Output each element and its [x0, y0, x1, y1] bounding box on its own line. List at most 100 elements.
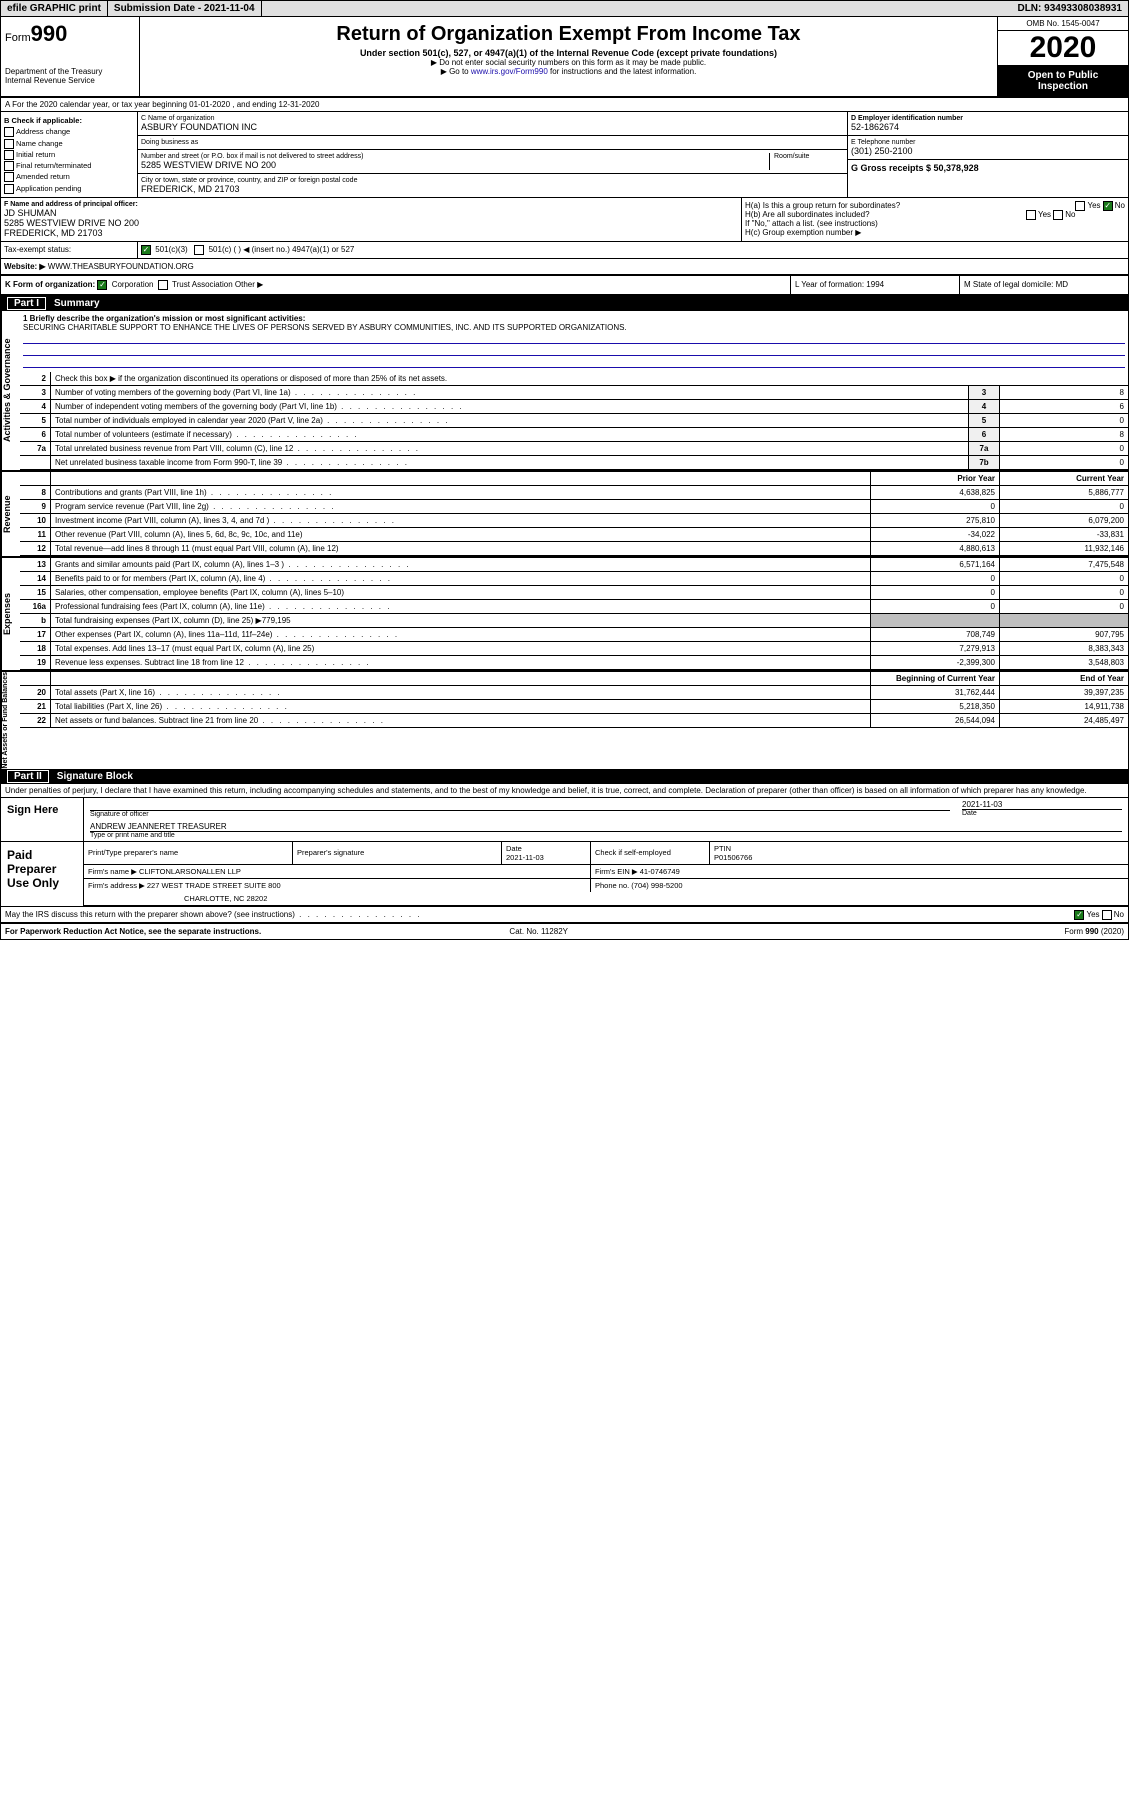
officer-addr: 5285 WESTVIEW DRIVE NO 200 FREDERICK, MD…	[4, 218, 738, 238]
chk-corp[interactable]: ✓	[97, 280, 107, 290]
line-2: Check this box ▶ if the organization dis…	[51, 372, 1129, 386]
prep-sig-label: Preparer's signature	[293, 842, 502, 865]
hb-no[interactable]	[1053, 210, 1063, 220]
tax-year: 2020	[998, 31, 1128, 66]
ha-no[interactable]: ✓	[1103, 201, 1113, 211]
mission-text: SECURING CHARITABLE SUPPORT TO ENHANCE T…	[23, 323, 627, 332]
form-word: Form	[5, 32, 31, 44]
hb-note: If "No," attach a list. (see instruction…	[745, 219, 1125, 228]
f-label: F Name and address of principal officer:	[4, 201, 138, 208]
chk-501c3[interactable]: ✓	[141, 245, 151, 255]
hb-yes[interactable]	[1026, 210, 1036, 220]
discuss-yes[interactable]: ✓	[1074, 910, 1084, 920]
part-i-header: Part ISummary	[1, 296, 1128, 311]
dept-treasury: Department of the Treasury Internal Reve…	[5, 67, 135, 85]
tab-activities: Activities & Governance	[1, 311, 20, 470]
public-inspection: Open to Public Inspection	[998, 66, 1128, 96]
k-label: K Form of organization:	[5, 280, 95, 289]
ptin: P01506766	[714, 853, 752, 862]
note-2: ▶ Go to www.irs.gov/Form990 for instruct…	[144, 67, 993, 76]
c-name-label: C Name of organization	[141, 115, 844, 122]
self-emp-check[interactable]: Check if self-employed	[591, 842, 710, 865]
section-f: F Name and address of principal officer:…	[1, 198, 742, 241]
row-6: 6Total number of volunteers (estimate if…	[20, 428, 1128, 442]
part-ii-header: Part IISignature Block	[1, 769, 1128, 784]
table-governance: 2Check this box ▶ if the organization di…	[20, 372, 1128, 470]
section-j: Website: ▶ WWW.THEASBURYFOUNDATION.ORG	[1, 259, 1128, 274]
ein-label: D Employer identification number	[851, 115, 963, 122]
firm-ein: Firm's EIN ▶ 41-0746749	[591, 864, 1129, 878]
chk-trust[interactable]	[158, 280, 168, 290]
table-revenue: Prior YearCurrent Year 8Contributions an…	[20, 472, 1128, 556]
tab-revenue: Revenue	[1, 472, 20, 556]
footer-left: For Paperwork Reduction Act Notice, see …	[5, 927, 261, 936]
col-end-year: End of Year	[1000, 672, 1129, 686]
row-7a: 7aTotal unrelated business revenue from …	[20, 442, 1128, 456]
sign-here-label: Sign Here	[1, 798, 84, 841]
firm-name: Firm's name ▶ CLIFTONLARSONALLEN LLP	[84, 864, 591, 878]
header-center: Return of Organization Exempt From Incom…	[140, 17, 997, 96]
chk-501c[interactable]	[194, 245, 204, 255]
sign-here-block: Sign Here Signature of officer 2021-11-0…	[1, 798, 1128, 842]
hb-label: H(b) Are all subordinates included?	[745, 210, 870, 219]
chk-name[interactable]	[4, 139, 14, 149]
sig-date: 2021-11-03	[962, 800, 1122, 809]
dln: DLN: 93493308038931	[1011, 1, 1128, 16]
officer-name: JD SHUMAN	[4, 208, 738, 218]
discuss-line: May the IRS discuss this return with the…	[1, 907, 1128, 924]
col-c: C Name of organizationASBURY FOUNDATION …	[138, 112, 847, 197]
line-1: 1 Briefly describe the organization's mi…	[20, 311, 1128, 372]
section-m: M State of legal domicile: MD	[959, 276, 1128, 294]
col-d: D Employer identification number52-18626…	[847, 112, 1128, 197]
chk-initial[interactable]	[4, 150, 14, 160]
paid-preparer-block: Paid Preparer Use Only Print/Type prepar…	[1, 842, 1128, 907]
tax-status: ✓ 501(c)(3) 501(c) ( ) ◀ (insert no.) 49…	[138, 242, 1128, 258]
website-label: Website: ▶	[4, 262, 46, 271]
website-url: WWW.THEASBURYFOUNDATION.ORG	[46, 262, 194, 271]
form-number: 990	[31, 21, 68, 46]
header-right: OMB No. 1545-0047 2020 Open to Public In…	[997, 17, 1128, 96]
org-name: ASBURY FOUNDATION INC	[141, 122, 844, 132]
chk-amended[interactable]	[4, 172, 14, 182]
note-1: ▶ Do not enter social security numbers o…	[144, 58, 993, 67]
row-4: 4Number of independent voting members of…	[20, 400, 1128, 414]
paid-prep-label: Paid Preparer Use Only	[1, 842, 84, 906]
firm-addr2: CHARLOTTE, NC 28202	[84, 892, 1128, 906]
firm-addr: Firm's address ▶ 227 WEST TRADE STREET S…	[84, 878, 591, 892]
form-subtitle: Under section 501(c), 527, or 4947(a)(1)…	[144, 48, 993, 58]
phone: (301) 250-2100	[851, 146, 1125, 156]
row-7b: Net unrelated business taxable income fr…	[20, 456, 1128, 470]
section-k: K Form of organization: ✓ Corporation Tr…	[1, 276, 790, 294]
tab-expenses: Expenses	[1, 558, 20, 670]
i-label: Tax-exempt status:	[1, 242, 138, 258]
org-address: 5285 WESTVIEW DRIVE NO 200	[141, 160, 769, 170]
period-line: A For the 2020 calendar year, or tax yea…	[1, 98, 1128, 112]
form-main: Form990 Department of the Treasury Inter…	[0, 17, 1129, 940]
officer-typed-name: ANDREW JEANNERET TREASURER	[90, 822, 1122, 831]
prep-date: 2021-11-03	[506, 853, 544, 862]
irs-link[interactable]: www.irs.gov/Form990	[471, 67, 548, 76]
addr-label: Number and street (or P.O. box if mail i…	[141, 153, 769, 160]
efile-label[interactable]: efile GRAPHIC print	[1, 1, 108, 16]
discuss-no[interactable]	[1102, 910, 1112, 920]
col-b-checkboxes: B Check if applicable: Address change Na…	[1, 112, 138, 197]
city-label: City or town, state or province, country…	[141, 177, 844, 184]
table-net-assets: Beginning of Current YearEnd of Year 20T…	[20, 672, 1128, 728]
col-current-year: Current Year	[1000, 472, 1129, 486]
chk-address[interactable]	[4, 127, 14, 137]
row-3: 3Number of voting members of the governi…	[20, 386, 1128, 400]
perjury-text: Under penalties of perjury, I declare th…	[1, 784, 1128, 798]
chk-pending[interactable]	[4, 184, 14, 194]
org-city: FREDERICK, MD 21703	[141, 184, 844, 194]
b-label: B Check if applicable:	[4, 116, 82, 125]
dba-label: Doing business as	[141, 139, 844, 146]
ha-yes[interactable]	[1075, 201, 1085, 211]
ha-label: H(a) Is this a group return for subordin…	[745, 201, 900, 210]
l1-label: 1 Briefly describe the organization's mi…	[23, 314, 305, 323]
submission-date: Submission Date - 2021-11-04	[108, 1, 262, 16]
chk-final[interactable]	[4, 161, 14, 171]
tab-net-assets: Net Assets or Fund Balances	[1, 672, 20, 769]
gross-receipts: G Gross receipts $ 50,378,928	[851, 163, 979, 173]
cat-no: Cat. No. 11282Y	[509, 927, 568, 936]
col-prior-year: Prior Year	[871, 472, 1000, 486]
